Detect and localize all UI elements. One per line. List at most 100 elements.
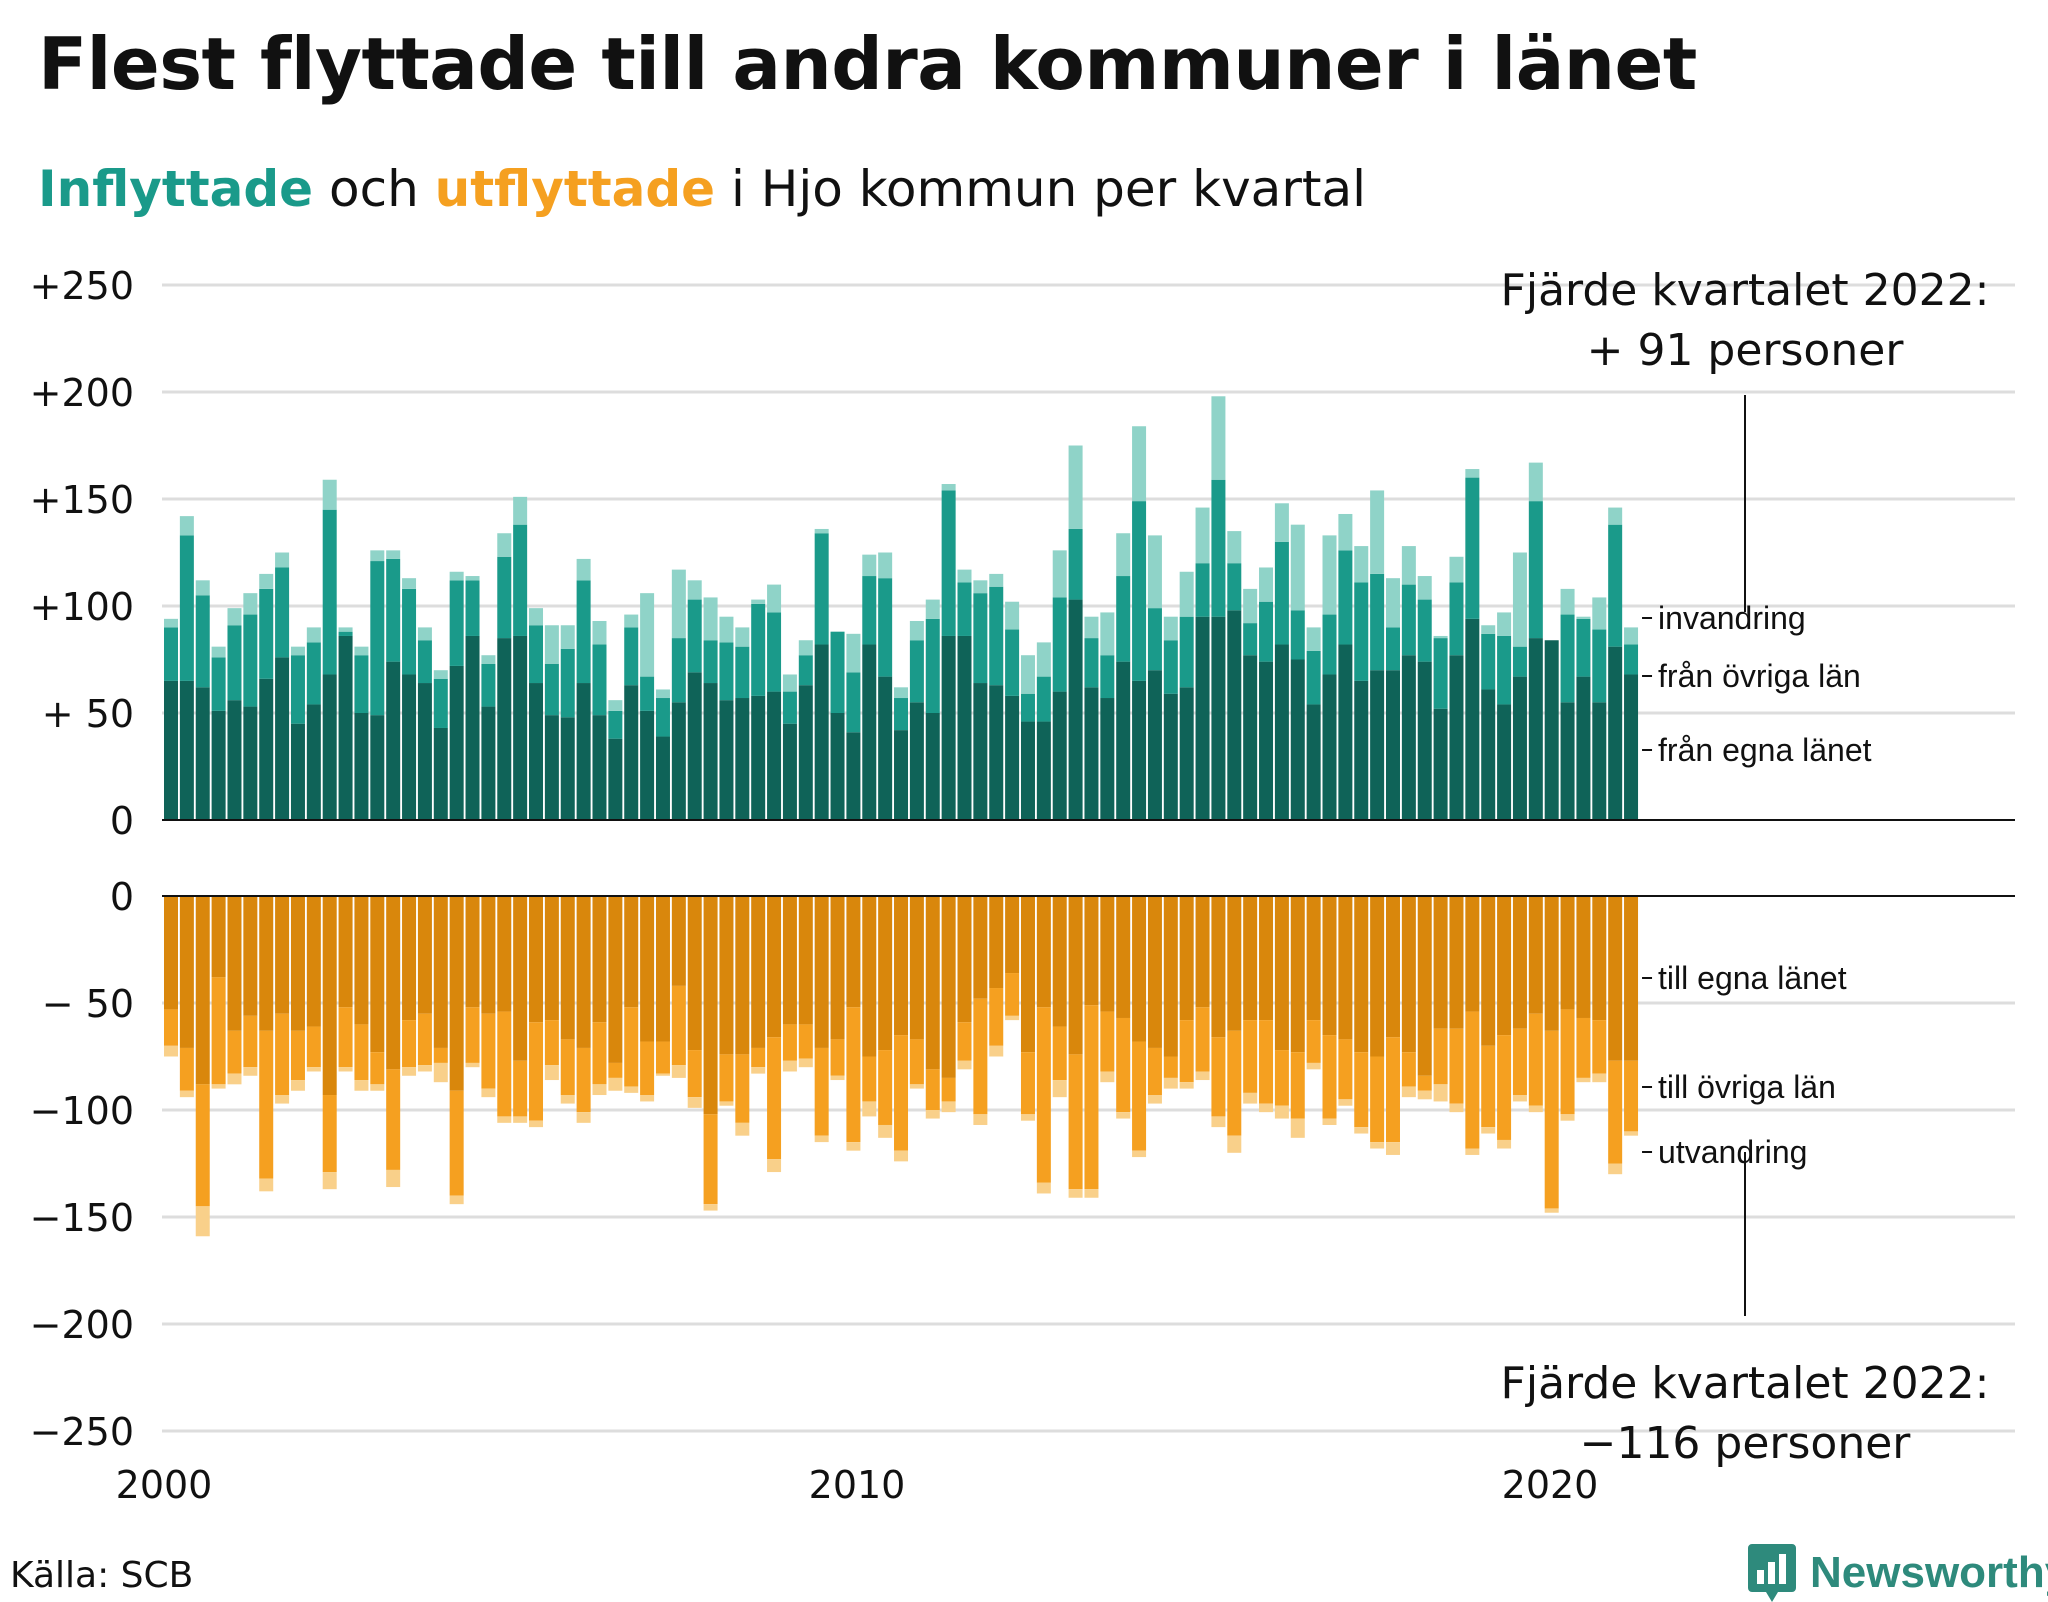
inflow-bar-segment	[1354, 582, 1369, 681]
outflow-bar-segment	[322, 896, 337, 1096]
outflow-bar-segment	[1449, 896, 1464, 1029]
outflow-bar-segment	[513, 1116, 528, 1123]
inflow-bar-segment	[1385, 627, 1400, 671]
inflow-bar-segment	[306, 627, 321, 643]
inflow-bar-segment	[1449, 582, 1464, 656]
inflow-bar-segment	[1259, 567, 1274, 602]
outflow-bar-segment	[481, 896, 496, 1014]
inflow-bar-segment	[402, 578, 417, 589]
outflow-bar-segment	[814, 896, 829, 1048]
outflow-bar-segment	[560, 1039, 575, 1096]
inflow-bar-segment	[862, 554, 877, 577]
outflow-bar-segment	[386, 896, 401, 1070]
outflow-bar-segment	[1243, 1020, 1258, 1093]
outflow-bar-segment	[1274, 896, 1289, 1051]
inflow-bar-segment	[640, 710, 655, 820]
ytick-label-outflow: −200	[30, 1303, 134, 1347]
inflow-bar-segment	[513, 496, 528, 525]
inflow-bar-segment	[1274, 644, 1289, 820]
outflow-bar-segment	[1624, 1060, 1639, 1132]
inflow-bar-segment	[973, 683, 988, 820]
inflow-bar-segment	[433, 670, 448, 679]
outflow-bar-segment	[417, 896, 432, 1014]
outflow-bar-segment	[957, 1022, 972, 1061]
inflow-bar-segment	[973, 593, 988, 684]
outflow-bar-segment	[655, 1041, 670, 1074]
inflow-bar-segment	[989, 586, 1004, 686]
inflow-bar-segment	[1100, 698, 1115, 820]
outflow-bar-segment	[1147, 1047, 1162, 1096]
outflow-bar-segment	[703, 896, 718, 1115]
outflow-bar-segment	[1211, 1037, 1226, 1117]
outflow-bar-segment	[1576, 1077, 1591, 1083]
inflow-bar-segment	[1306, 704, 1321, 820]
inflow-bar-segment	[1512, 676, 1527, 820]
outflow-bar-segment	[1052, 1026, 1067, 1081]
inflow-bar-segment	[275, 657, 290, 820]
inflow-bar-segment	[1338, 513, 1353, 551]
outflow-bar-segment	[164, 1045, 178, 1057]
inflow-bar-segment	[1512, 646, 1527, 677]
outflow-bar-segment	[830, 1039, 845, 1076]
outflow-bar-segment	[1385, 1142, 1400, 1155]
outflow-bar-segment	[1465, 1011, 1480, 1149]
inflow-bar-segment	[544, 663, 559, 716]
inflow-bar-segment	[481, 663, 496, 707]
outflow-bar-segment	[925, 896, 940, 1070]
outflow-bar-segment	[1497, 896, 1512, 1036]
outflow-bar-segment	[1433, 1028, 1448, 1085]
outflow-bar-segment	[941, 896, 956, 1078]
outflow-bar-segment	[544, 1065, 559, 1081]
inflow-bar-segment	[798, 640, 813, 656]
inflow-bar-segment	[322, 674, 337, 820]
inflow-bar-segment	[687, 599, 702, 673]
outflow-bar-segment	[449, 1090, 464, 1196]
inflow-bar-segment	[1274, 503, 1289, 542]
outflow-bar-segment	[1179, 1082, 1194, 1089]
inflow-bar-segment	[624, 614, 639, 628]
inflow-bar-segment	[1116, 533, 1131, 577]
outflow-bar-segment	[1433, 896, 1448, 1029]
outflow-bar-segment	[1005, 1015, 1020, 1021]
outflow-bar-segment	[798, 1024, 813, 1059]
outflow-bar-segment	[1116, 1017, 1131, 1113]
outflow-bar-segment	[1179, 896, 1194, 1021]
outflow-bar-segment	[1306, 1020, 1321, 1063]
outflow-bar-segment	[671, 1065, 686, 1078]
outflow-bar-segment	[1497, 1139, 1512, 1149]
outflow-bar-segment	[338, 896, 353, 1008]
chart-title: Flest flyttade till andra kommuner i län…	[38, 22, 1697, 106]
inflow-bar-segment	[1608, 524, 1623, 647]
inflow-bar-segment	[1084, 616, 1099, 639]
series-label-inflow: från egna länet	[1658, 732, 1872, 768]
labels: 0 + 50 +100 +150 +200 +250 0 − 50 −100 −150 −200 −2…	[30, 264, 1990, 1507]
inflow-bar-segment	[1370, 490, 1385, 574]
outflow-bar-segment	[1227, 1135, 1242, 1153]
outflow-bar-segment	[782, 1060, 797, 1072]
outflow-bar-segment	[576, 1112, 591, 1123]
xtick-label: 2010	[809, 1463, 906, 1507]
ytick-label-inflow: +250	[30, 264, 134, 308]
series-label-outflow: utvandring	[1658, 1134, 1807, 1170]
inflow-bar-segment	[1084, 687, 1099, 820]
inflow-bar-segment	[164, 618, 178, 628]
outflow-bar-segment	[1560, 896, 1575, 1010]
inflow-bar-segment	[1163, 640, 1178, 694]
inflow-bar-segment	[1576, 616, 1591, 619]
outflow-bar-segment	[1306, 1062, 1321, 1070]
outflow-bar-segment	[1068, 1189, 1083, 1198]
inflow-bar-segment	[1608, 507, 1623, 525]
inflow-bar-segment	[259, 588, 274, 679]
inflow-bar-segment	[1132, 680, 1147, 820]
inflow-bar-segment	[941, 635, 956, 820]
outflow-bar-segment	[481, 1088, 496, 1098]
inflow-bar-segment	[973, 580, 988, 594]
inflow-bar-segment	[1068, 599, 1083, 820]
outflow-bar-segment	[195, 896, 210, 1085]
inflow-bar-segment	[1465, 477, 1480, 619]
inflow-bar-segment	[1132, 501, 1147, 681]
inflow-bar-segment	[529, 683, 544, 820]
inflow-bar-segment	[655, 736, 670, 820]
inflow-bar-segment	[1259, 601, 1274, 662]
inflow-bar-segment	[1290, 524, 1305, 611]
